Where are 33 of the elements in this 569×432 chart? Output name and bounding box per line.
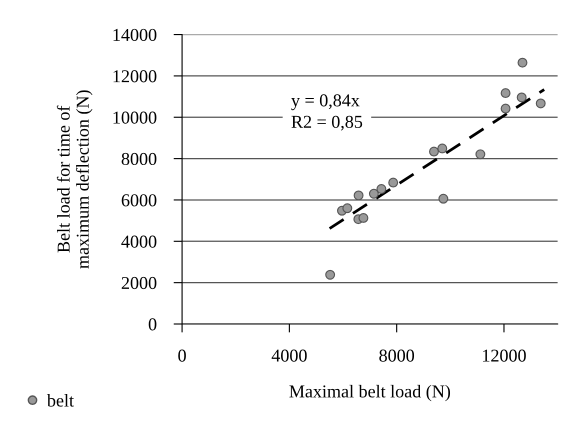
point	[368, 188, 379, 199]
y-tick-label: 8000	[122, 152, 156, 166]
point	[358, 212, 368, 223]
point	[342, 203, 352, 214]
y-tick-label: 10000	[114, 112, 156, 124]
annotation: y = 0,84x	[291, 94, 360, 110]
point	[536, 98, 546, 108]
point	[429, 146, 439, 157]
x-tick-label: 12000	[482, 350, 526, 362]
point	[518, 58, 528, 68]
x-tick-label: 0	[178, 350, 186, 362]
point	[354, 190, 364, 200]
y-tick-label: 0	[148, 318, 156, 330]
point	[325, 270, 336, 280]
y-tick-label: 14000	[114, 28, 156, 41]
y-axis-title: Belt load for time of maximum deflection (N)	[56, 90, 92, 269]
y-tick-label: 12000	[114, 70, 156, 82]
y-tick-label: 6000	[122, 194, 156, 206]
point	[516, 92, 527, 102]
annotation: R2 = 0,85	[292, 116, 362, 131]
point	[388, 178, 398, 188]
point	[475, 149, 486, 160]
point	[500, 88, 511, 98]
x-tick-label: 8000	[379, 350, 414, 362]
y-tick-label: 2000	[122, 276, 156, 290]
point	[500, 104, 511, 114]
y-tick-label: 4000	[121, 236, 156, 248]
x-tick-label: 4000	[272, 350, 307, 362]
point	[437, 144, 448, 154]
x-axis-title: Maximal belt load (N)	[289, 384, 450, 402]
point	[376, 184, 386, 194]
point	[438, 194, 448, 204]
legend-label: belt	[46, 394, 74, 407]
